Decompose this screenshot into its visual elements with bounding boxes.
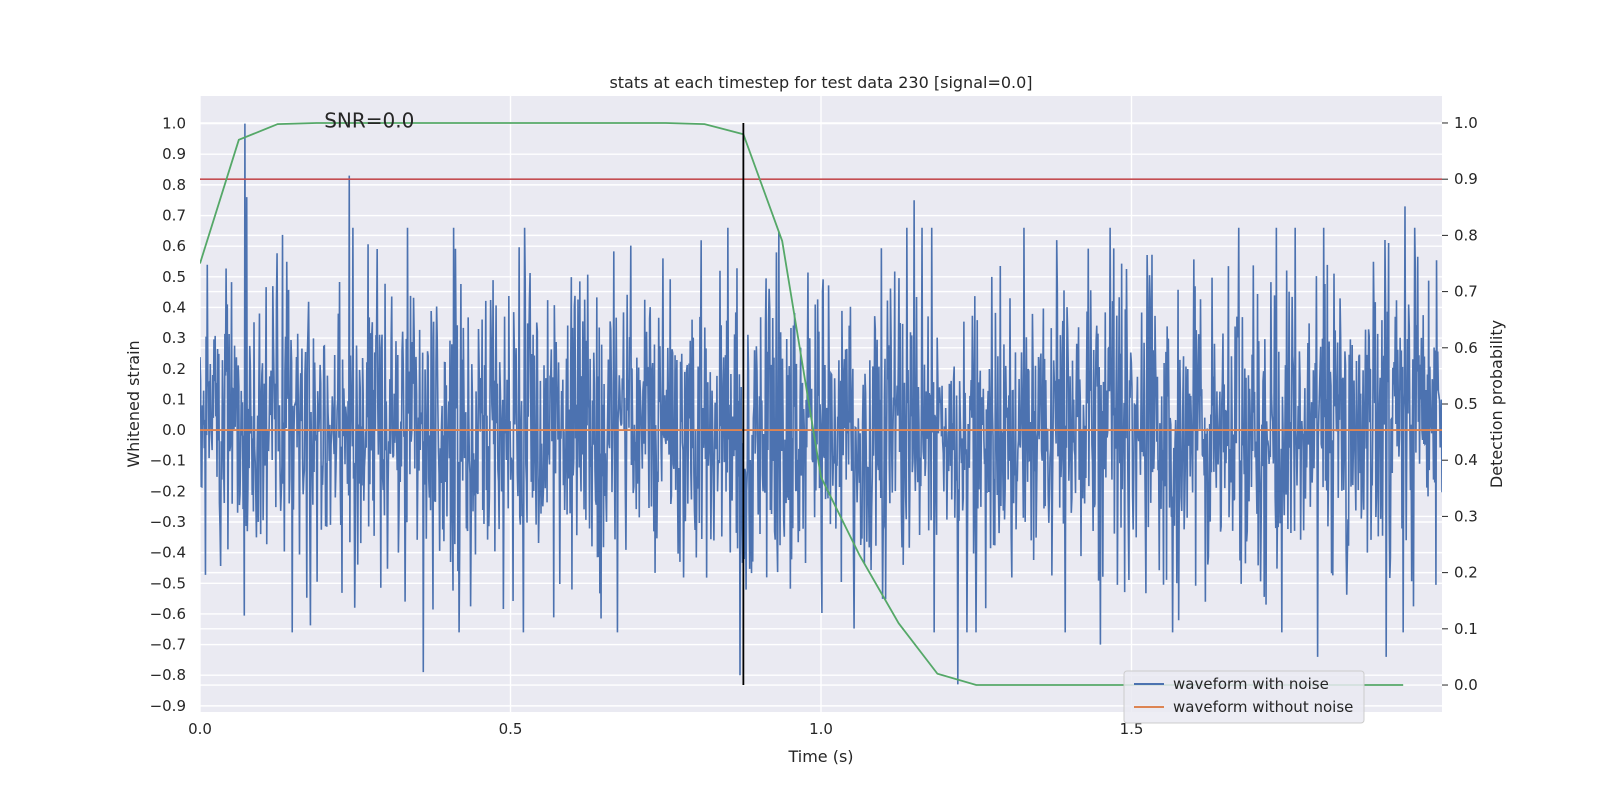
left-y-tick-label: 0.3 — [162, 329, 186, 347]
right-y-tick-label: 0.0 — [1454, 676, 1478, 694]
right-y-tick-label: 0.7 — [1454, 283, 1478, 301]
left-y-tick-label: 0.9 — [162, 145, 186, 163]
left-y-tick-label: −0.7 — [150, 636, 186, 654]
legend-label-noise: waveform with noise — [1173, 675, 1329, 693]
right-y-tick-label: 1.0 — [1454, 114, 1478, 132]
left-y-tick-label: 0.7 — [162, 207, 186, 225]
right-y-tick-label: 0.3 — [1454, 507, 1478, 525]
noise-waveform-line — [200, 123, 1442, 685]
left-y-axis-label: Whitened strain — [124, 340, 143, 467]
x-tick-label: 1.0 — [809, 720, 833, 738]
x-axis-label: Time (s) — [787, 747, 853, 766]
right-y-axis-label: Detection probability — [1487, 320, 1506, 488]
left-y-tick-label: −0.6 — [150, 605, 186, 623]
right-y-tick-label: 0.5 — [1454, 395, 1478, 413]
x-tick-label: 0.0 — [188, 720, 212, 738]
legend: waveform with noise waveform without noi… — [1123, 670, 1365, 724]
right-y-tick-label: 0.8 — [1454, 226, 1478, 244]
left-y-axis: 1.0 0.9 0.8 0.7 0.6 0.5 0.4 0.3 0.2 0.1 0.0 −0.1 −0.… — [150, 115, 186, 715]
left-y-tick-label: 1.0 — [162, 115, 186, 133]
left-y-tick-label: −0.3 — [150, 513, 186, 531]
right-y-tick-label: 0.1 — [1454, 620, 1478, 638]
right-y-tick-label: 0.9 — [1454, 170, 1478, 188]
x-axis: 0.0 0.5 1.0 1.5 — [188, 720, 1143, 738]
right-y-tick-label: 0.4 — [1454, 451, 1478, 469]
left-y-tick-label: −0.5 — [150, 574, 186, 592]
x-tick-label: 0.5 — [499, 720, 523, 738]
left-y-tick-label: −0.1 — [150, 452, 186, 470]
x-tick-label: 1.5 — [1120, 720, 1144, 738]
left-y-tick-label: 0.6 — [162, 237, 186, 255]
left-y-tick-label: −0.9 — [150, 697, 186, 715]
left-y-tick-label: 0.8 — [162, 176, 186, 194]
left-y-tick-label: −0.4 — [150, 544, 186, 562]
right-y-tick-label: 0.6 — [1454, 339, 1478, 357]
snr-annotation: SNR=0.0 — [324, 109, 414, 133]
left-y-tick-label: 0.1 — [162, 390, 186, 408]
left-y-tick-label: 0.4 — [162, 298, 186, 316]
left-y-tick-label: −0.2 — [150, 482, 186, 500]
right-y-axis: 1.0 0.9 0.8 0.7 0.6 0.5 0.4 0.3 0.2 0.1 0.0 — [1442, 114, 1478, 694]
right-y-tick-label: 0.2 — [1454, 564, 1478, 582]
legend-box — [1123, 670, 1365, 724]
left-y-tick-label: 0.0 — [162, 421, 186, 439]
left-y-tick-label: −0.8 — [150, 666, 186, 684]
chart-title: stats at each timestep for test data 230… — [609, 73, 1032, 92]
legend-label-clean: waveform without noise — [1173, 698, 1353, 716]
left-y-tick-label: 0.2 — [162, 360, 186, 378]
left-y-tick-label: 0.5 — [162, 268, 186, 286]
